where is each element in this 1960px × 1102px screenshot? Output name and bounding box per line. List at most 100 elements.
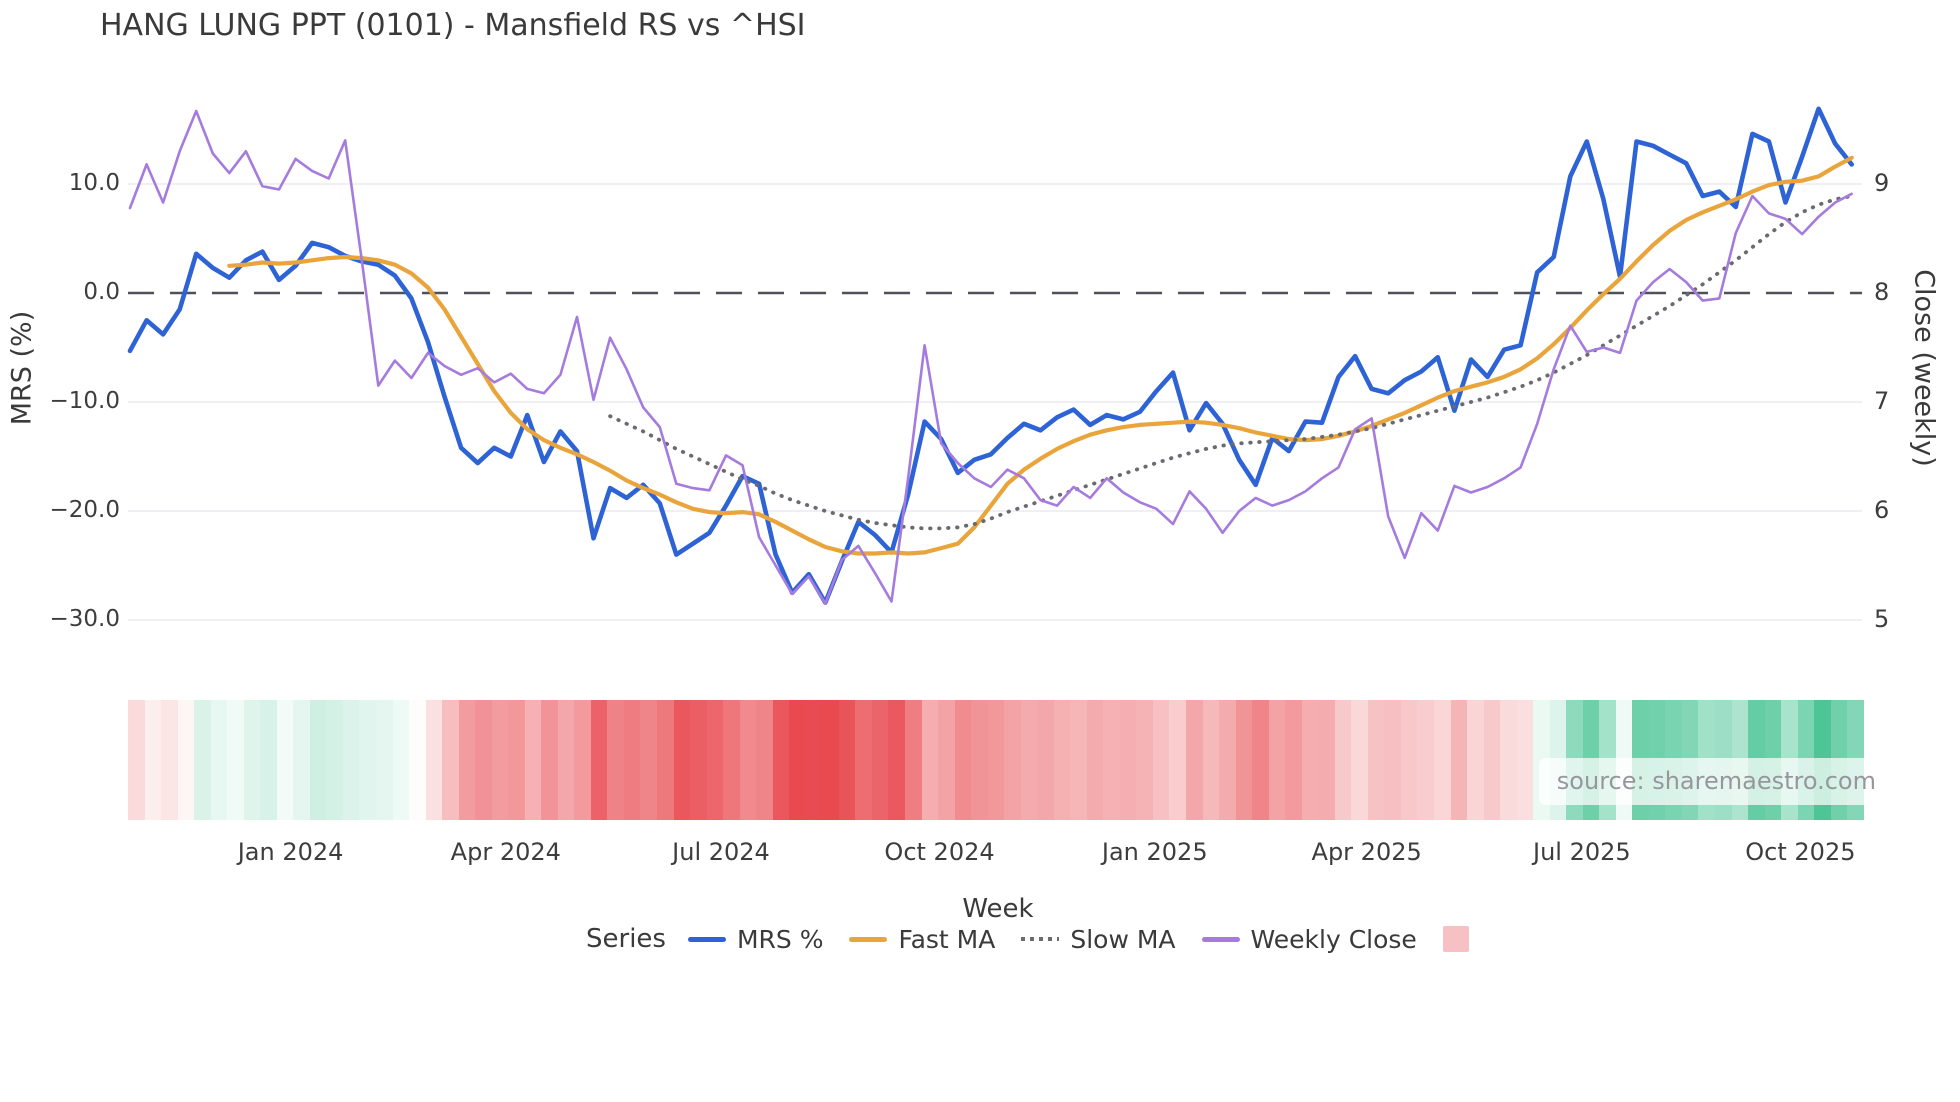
heatmap-cell — [1070, 700, 1087, 820]
x-tick: Jan 2025 — [1101, 838, 1208, 866]
y-tick-right: 7 — [1874, 387, 1890, 415]
heatmap-cell — [161, 700, 178, 820]
heatmap-cell — [938, 700, 955, 820]
heatmap-cell — [375, 700, 393, 820]
y-tick-right: 6 — [1874, 496, 1890, 524]
legend-item-label: MRS % — [736, 924, 824, 954]
heatmap-cell — [607, 700, 624, 820]
x-tick: Jul 2025 — [1533, 838, 1631, 866]
heatmap-cell — [1119, 700, 1137, 820]
heatmap-cell — [1202, 700, 1220, 820]
heatmap-cell — [1103, 700, 1120, 820]
heatmap-cell — [557, 700, 575, 820]
heatmap-cell — [1351, 700, 1368, 820]
heatmap-cell — [227, 700, 244, 820]
heatmap-cell — [673, 700, 691, 820]
y-tick-left: 0.0 — [83, 279, 120, 305]
heatmap-cell — [1169, 700, 1186, 820]
heatmap-cell — [194, 700, 211, 820]
heatmap-cell — [442, 700, 459, 820]
heatmap-cell — [1384, 700, 1401, 820]
heatmap-cell — [789, 700, 806, 820]
legend-marker-square-icon — [1442, 926, 1469, 952]
heatmap-cell — [739, 700, 757, 820]
y-tick-right: 5 — [1874, 605, 1890, 633]
heatmap-cell — [309, 700, 327, 820]
heatmap-cell — [1367, 700, 1385, 820]
heatmap-cell — [1053, 700, 1071, 820]
heatmap-cell — [1467, 700, 1484, 820]
heatmap-cell — [491, 700, 509, 820]
heatmap-cell — [1235, 700, 1253, 820]
heatmap-cell — [574, 700, 591, 820]
slow-ma-line — [608, 194, 1854, 531]
heatmap-cell — [822, 700, 839, 820]
chart-plot — [127, 106, 1862, 621]
heatmap-cell — [987, 700, 1005, 820]
fast-ma-line — [227, 155, 1854, 556]
x-tick: Apr 2024 — [450, 838, 561, 866]
heatmap-cell — [1004, 700, 1021, 820]
legend-title: Series — [586, 924, 666, 954]
heatmap-cell — [144, 700, 162, 820]
heatmap-cell — [177, 700, 195, 820]
heatmap-cell — [888, 700, 905, 820]
heatmap-cell — [1516, 700, 1534, 820]
heatmap-cell — [1318, 700, 1335, 820]
heatmap-cell — [392, 700, 410, 820]
page-title: HANG LUNG PPT (0101) - Mansfield RS vs ^… — [100, 8, 806, 43]
heatmap-cell — [1483, 700, 1501, 820]
heatmap-cell — [1086, 700, 1104, 820]
heatmap-cell — [1500, 700, 1517, 820]
heatmap-cell — [1334, 700, 1352, 820]
legend-item-label: Fast MA — [898, 924, 996, 954]
legend-item: Weekly Close — [1201, 925, 1417, 954]
heatmap-cell — [425, 700, 443, 820]
heatmap-cell — [805, 700, 823, 820]
heatmap-cell — [1433, 700, 1451, 820]
heatmap-cell — [756, 700, 773, 820]
heatmap-cell — [326, 700, 343, 820]
legend-item: Slow MA — [1021, 924, 1176, 954]
legend-item: MRS % — [687, 924, 824, 954]
y-tick-right: 9 — [1874, 169, 1890, 197]
heatmap-cell — [838, 700, 856, 820]
heatmap-cell — [623, 700, 641, 820]
legend-item-label: Slow MA — [1070, 924, 1176, 954]
heatmap-cell — [921, 700, 939, 820]
legend-marker-line-icon — [687, 936, 726, 942]
heatmap-cell — [458, 700, 476, 820]
legend-item — [1442, 926, 1469, 952]
heatmap-cell — [243, 700, 261, 820]
legend-item: Fast MA — [849, 925, 995, 954]
heatmap-cell — [690, 700, 707, 820]
x-axis-label: Week — [962, 894, 1034, 924]
heatmap-cell — [904, 700, 922, 820]
heatmap-cell — [971, 700, 988, 820]
heatmap-cell — [1219, 700, 1236, 820]
heatmap-cell — [954, 700, 972, 820]
heatmap-cell — [1268, 700, 1286, 820]
heatmap-cell — [260, 700, 277, 820]
heatmap-cell — [1450, 700, 1468, 820]
heatmap-cell — [772, 700, 790, 820]
heatmap-cell — [409, 700, 426, 820]
heatmap-cell — [541, 700, 558, 820]
y-tick-right: 8 — [1874, 278, 1890, 306]
heatmap-cell — [590, 700, 608, 820]
heatmap-cell — [210, 700, 228, 820]
heatmap-cell — [508, 700, 525, 820]
legend-marker-line-icon — [1201, 936, 1240, 942]
heatmap-cell — [359, 700, 376, 820]
heatmap-cell — [706, 700, 724, 820]
heatmap-cell — [524, 700, 542, 820]
heatmap-cell — [1400, 700, 1418, 820]
heatmap-cell — [640, 700, 657, 820]
legend-marker-line-icon — [849, 936, 888, 942]
heatmap-cell — [342, 700, 360, 820]
heatmap-cell — [1252, 700, 1269, 820]
heatmap-cell — [657, 700, 674, 820]
mrs--line — [127, 106, 1854, 605]
x-tick: Jul 2024 — [672, 838, 770, 866]
